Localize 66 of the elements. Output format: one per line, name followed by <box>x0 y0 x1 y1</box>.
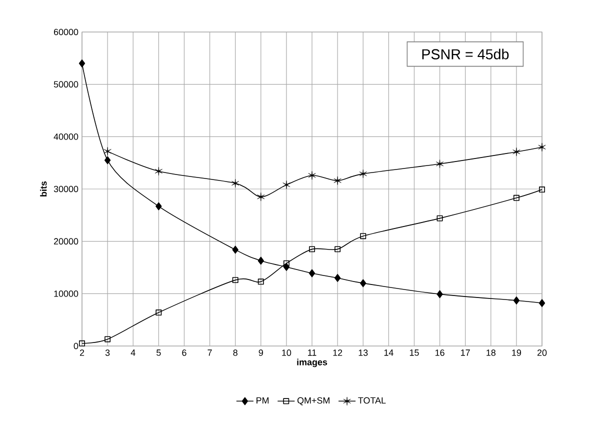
point <box>512 148 520 156</box>
point <box>360 279 366 288</box>
annotation: PSNR = 45db <box>422 48 509 60</box>
x-tick-label: 3 <box>105 350 110 356</box>
point <box>79 340 85 346</box>
y-tick-label: 20000 <box>54 238 78 245</box>
point <box>104 156 111 164</box>
point <box>156 202 162 210</box>
x-tick-label: 5 <box>156 350 161 356</box>
y-tick-label: 30000 <box>54 186 78 192</box>
y-tick-label: 10000 <box>54 290 78 297</box>
y-axis-title: bits <box>40 181 47 196</box>
x-tick-label: 7 <box>208 350 212 356</box>
point <box>334 176 342 185</box>
x-tick-label: 19 <box>512 350 522 356</box>
x-tick-label: 14 <box>384 350 394 356</box>
point <box>104 336 111 342</box>
x-tick-label: 13 <box>358 350 368 356</box>
point <box>308 269 316 278</box>
x-tick-label: 16 <box>435 350 444 356</box>
point <box>154 166 162 176</box>
point <box>283 260 290 266</box>
point <box>156 310 162 316</box>
point <box>539 186 545 193</box>
x-tick-label: 20 <box>537 350 547 356</box>
legend-label: TOTAL <box>358 397 386 404</box>
x-tick-label: 8 <box>233 350 238 356</box>
point <box>436 215 443 222</box>
point <box>308 171 316 180</box>
point <box>232 277 238 284</box>
point <box>538 299 546 308</box>
point <box>436 160 444 168</box>
x-tick-label: 17 <box>461 350 470 356</box>
point <box>104 146 112 156</box>
x-tick-label: 6 <box>182 350 186 356</box>
point <box>258 278 264 285</box>
x-tick-label: 11 <box>308 350 316 356</box>
point <box>282 180 290 190</box>
point <box>78 59 86 68</box>
point <box>334 246 341 252</box>
legend-label: QM+SM <box>297 397 330 406</box>
x-tick-label: 15 <box>410 350 419 356</box>
y-tick-label: 50000 <box>54 81 78 88</box>
y-tick-label: 0 <box>74 342 78 350</box>
x-tick-label: 2 <box>80 350 84 356</box>
y-tick-label: 40000 <box>54 133 78 140</box>
point <box>436 290 443 298</box>
point <box>258 256 264 265</box>
point <box>538 142 546 152</box>
x-tick-label: 10 <box>282 350 292 356</box>
point <box>232 246 238 254</box>
x-tick-label: 18 <box>486 350 496 356</box>
x-tick-label: 12 <box>333 350 342 356</box>
point <box>360 233 366 240</box>
point <box>257 192 265 202</box>
point <box>334 274 341 282</box>
x-axis-title: images <box>297 358 328 368</box>
y-tick-label: 60000 <box>54 28 78 36</box>
x-tick-label: 9 <box>258 350 263 356</box>
point <box>359 169 367 178</box>
legend-label: PM <box>256 397 269 404</box>
x-tick-label: 4 <box>130 350 136 356</box>
point <box>232 178 240 188</box>
point <box>513 296 520 304</box>
point <box>513 194 520 201</box>
point <box>309 246 315 252</box>
